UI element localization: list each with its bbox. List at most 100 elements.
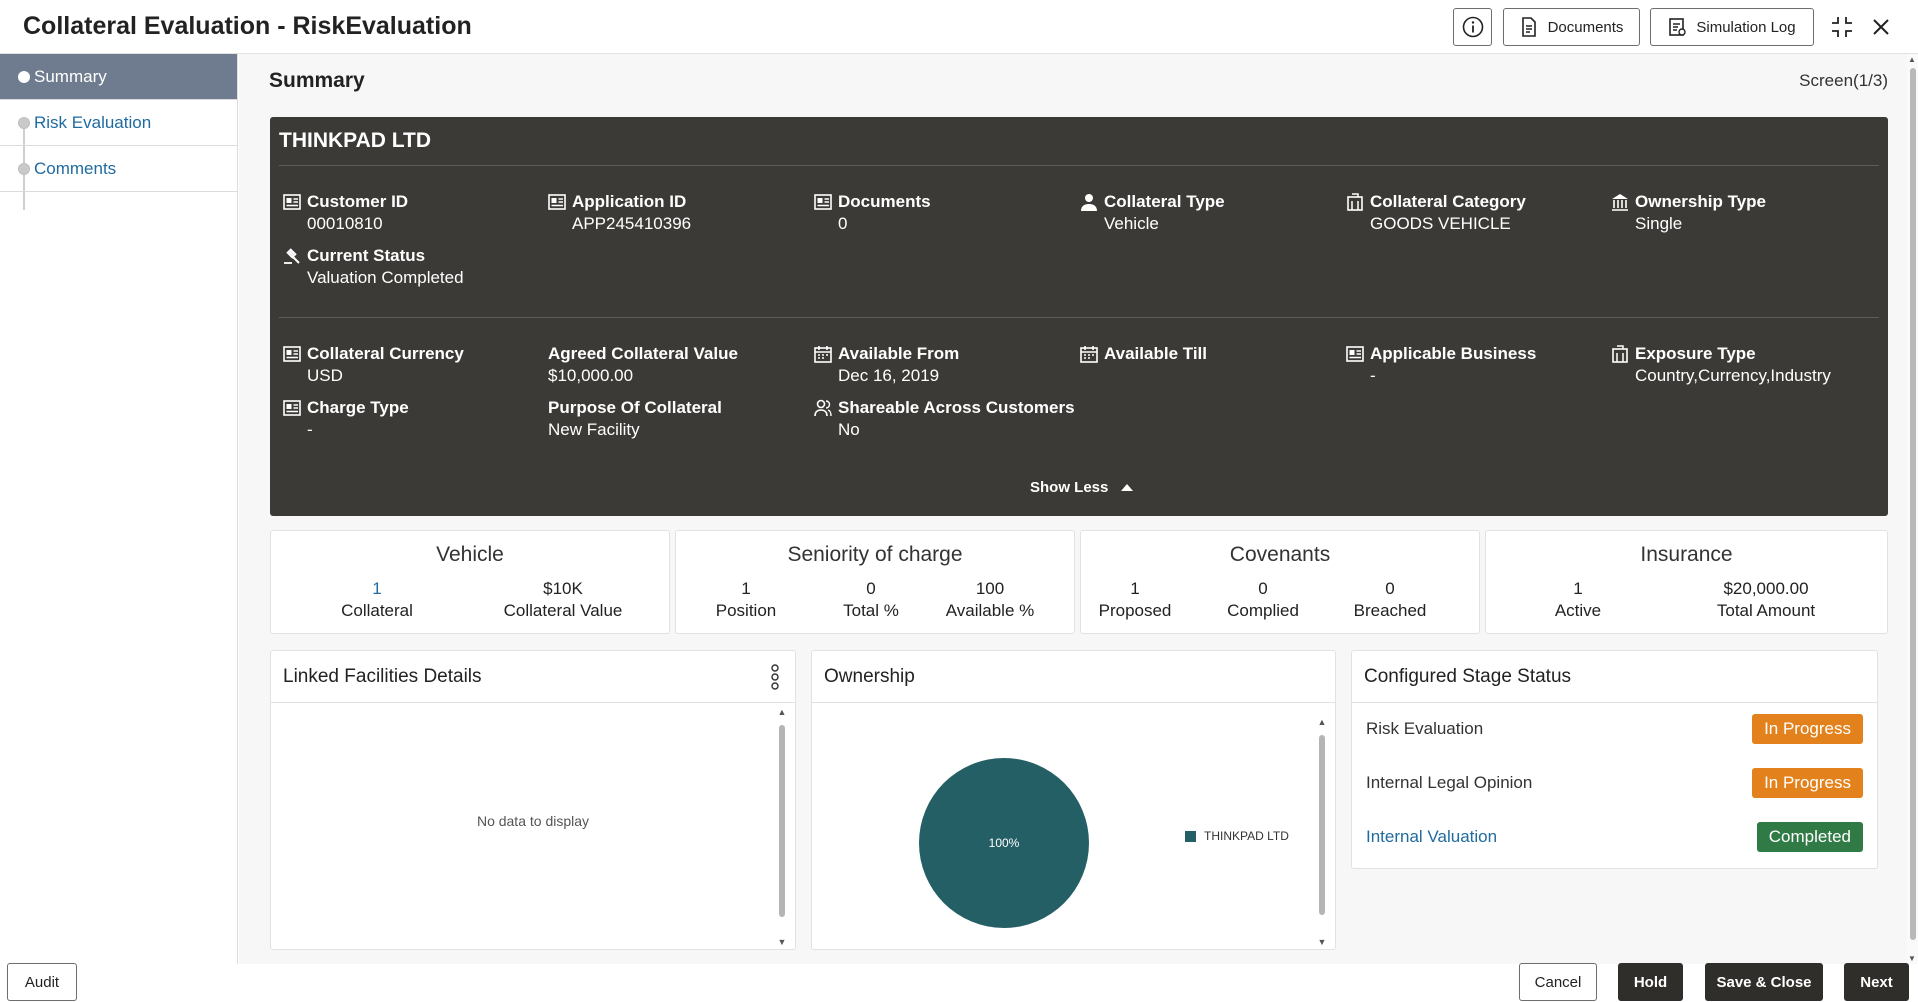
- id-card-icon: [283, 346, 301, 362]
- exposure-type-field: Exposure Type Country,Currency,Industry: [1611, 344, 1873, 386]
- documents-field: Documents 0: [814, 192, 1076, 234]
- total-percent-stat: 0 Total %: [843, 579, 899, 620]
- pie-slice: [919, 758, 1089, 928]
- sidebar-item-label: Risk Evaluation: [34, 112, 152, 132]
- status-badge: In Progress: [1752, 768, 1863, 798]
- info-button[interactable]: [1453, 8, 1492, 46]
- collateral-currency-field: Collateral Currency USD: [283, 344, 545, 386]
- stage-name: Internal Legal Opinion: [1366, 773, 1533, 792]
- panel-title: Linked Facilities Details: [271, 651, 795, 703]
- close-button[interactable]: [1866, 12, 1896, 42]
- audit-button[interactable]: Audit: [7, 963, 77, 1001]
- footer-bar: Audit Cancel Hold Save & Close Next: [0, 963, 1918, 1002]
- status-badge: Completed: [1756, 822, 1863, 852]
- collateral-count[interactable]: 1 Collateral: [341, 579, 413, 620]
- card-title: Seniority of charge: [787, 543, 963, 566]
- current-status-field: Current Status Valuation Completed: [283, 246, 545, 288]
- customer-id-field: Customer ID 00010810: [283, 192, 545, 234]
- more-options-button[interactable]: [769, 664, 781, 690]
- screen-counter: Screen(1/3): [1799, 71, 1888, 90]
- sidebar-item-risk-evaluation[interactable]: Risk Evaluation: [0, 100, 237, 146]
- purpose-of-collateral-field: Purpose Of Collateral New Facility: [548, 398, 722, 439]
- id-card-icon: [1346, 346, 1364, 362]
- linked-facilities-panel: Linked Facilities Details No data to dis…: [270, 650, 796, 950]
- id-card-icon: [283, 194, 301, 210]
- sidebar-item-label: Summary: [34, 66, 107, 86]
- id-card-icon: [548, 194, 566, 210]
- stage-row: Internal Valuation Completed: [1366, 822, 1863, 852]
- step-dot: [18, 117, 30, 129]
- building-icon: [1347, 193, 1363, 211]
- panel-scrollbar[interactable]: ▲ ▼: [777, 707, 787, 947]
- sidebar-item-summary[interactable]: Summary: [0, 54, 237, 100]
- available-till-field: Available Till: [1080, 344, 1342, 366]
- id-card-icon: [283, 400, 301, 416]
- calendar-icon: [814, 346, 832, 363]
- insurance-card: Insurance 1 Active $20,000.00 Total Amou…: [1485, 530, 1888, 634]
- ownership-type-field: Ownership Type Single: [1611, 192, 1873, 234]
- documents-button[interactable]: Documents: [1503, 8, 1640, 46]
- caret-up-icon: [1121, 484, 1134, 491]
- gavel-icon: [284, 248, 300, 264]
- hold-button[interactable]: Hold: [1618, 963, 1683, 1001]
- collateral-category-field: Collateral Category GOODS VEHICLE: [1346, 192, 1608, 234]
- status-badge: In Progress: [1752, 714, 1863, 744]
- cancel-button[interactable]: Cancel: [1519, 963, 1597, 1001]
- shareable-field: Shareable Across Customers No: [814, 398, 1104, 440]
- customer-name: THINKPAD LTD: [279, 129, 432, 152]
- collateral-type-field: Collateral Type Vehicle: [1080, 192, 1342, 234]
- sidebar-item-label: Comments: [34, 158, 117, 178]
- stage-row: Internal Legal Opinion In Progress: [1366, 768, 1863, 798]
- application-id-field: Application ID APP245410396: [548, 192, 810, 234]
- active-stat: 1 Active: [1554, 579, 1602, 620]
- pie-slice-label: 100%: [989, 836, 1020, 850]
- documents-label: Documents: [1547, 18, 1624, 36]
- collapse-icon: [1832, 17, 1852, 37]
- next-button[interactable]: Next: [1844, 963, 1909, 1001]
- empty-state-text: No data to display: [476, 813, 590, 829]
- legend-label: THINKPAD LTD: [1204, 829, 1289, 843]
- card-title: Insurance: [1640, 543, 1733, 566]
- close-icon: [1873, 19, 1889, 35]
- stage-status-panel: Configured Stage Status Risk Evaluation …: [1351, 650, 1878, 869]
- sidebar: Summary Risk Evaluation Comments: [0, 54, 238, 964]
- page-scrollbar[interactable]: ▲ ▼: [1907, 54, 1918, 964]
- card-title: Covenants: [1229, 543, 1331, 566]
- panel-title: Configured Stage Status: [1352, 651, 1877, 703]
- complied-stat: 0 Complied: [1227, 579, 1299, 620]
- collateral-value: $10K Collateral Value: [503, 579, 623, 620]
- id-card-icon: [814, 194, 832, 210]
- total-amount-stat: $20,000.00 Total Amount: [1716, 579, 1816, 620]
- ownership-pie-chart: 100%: [919, 758, 1089, 928]
- divider: [279, 317, 1879, 318]
- simulation-log-button[interactable]: Simulation Log: [1650, 8, 1814, 46]
- legend-swatch: [1185, 830, 1196, 842]
- show-less-toggle[interactable]: Show Less: [1030, 479, 1134, 496]
- person-icon: [1081, 194, 1097, 211]
- page-title: Collateral Evaluation - RiskEvaluation: [23, 12, 472, 40]
- document-icon: [1521, 17, 1536, 37]
- log-icon: [1669, 18, 1687, 36]
- minimize-button[interactable]: [1827, 12, 1857, 42]
- panel-scrollbar[interactable]: ▲ ▼: [1317, 717, 1327, 947]
- save-close-button[interactable]: Save & Close: [1705, 963, 1823, 1001]
- applicable-business-field: Applicable Business -: [1346, 344, 1608, 386]
- available-from-field: Available From Dec 16, 2019: [814, 344, 1076, 386]
- simulation-log-label: Simulation Log: [1696, 18, 1796, 36]
- vehicle-card: Vehicle 1 Collateral $10K Collateral Val…: [270, 530, 670, 634]
- app-header: Collateral Evaluation - RiskEvaluation D…: [0, 0, 1918, 54]
- available-percent-stat: 100 Available %: [945, 579, 1035, 620]
- main-content: Summary Screen(1/3) THINKPAD LTD Custome…: [239, 54, 1907, 964]
- users-icon: [814, 399, 832, 417]
- charge-type-field: Charge Type -: [283, 398, 545, 440]
- card-title: Vehicle: [436, 543, 504, 566]
- step-dot: [18, 163, 30, 175]
- stage-name-link[interactable]: Internal Valuation: [1366, 827, 1498, 846]
- position-stat: 1 Position: [715, 579, 777, 620]
- chart-legend: THINKPAD LTD: [1185, 829, 1289, 843]
- sidebar-item-comments[interactable]: Comments: [0, 146, 237, 192]
- panel-title: Ownership: [812, 651, 1335, 703]
- agreed-collateral-value-field: Agreed Collateral Value $10,000.00: [548, 344, 738, 385]
- show-less-label: Show Less: [1030, 479, 1109, 496]
- stage-name: Risk Evaluation: [1366, 719, 1484, 738]
